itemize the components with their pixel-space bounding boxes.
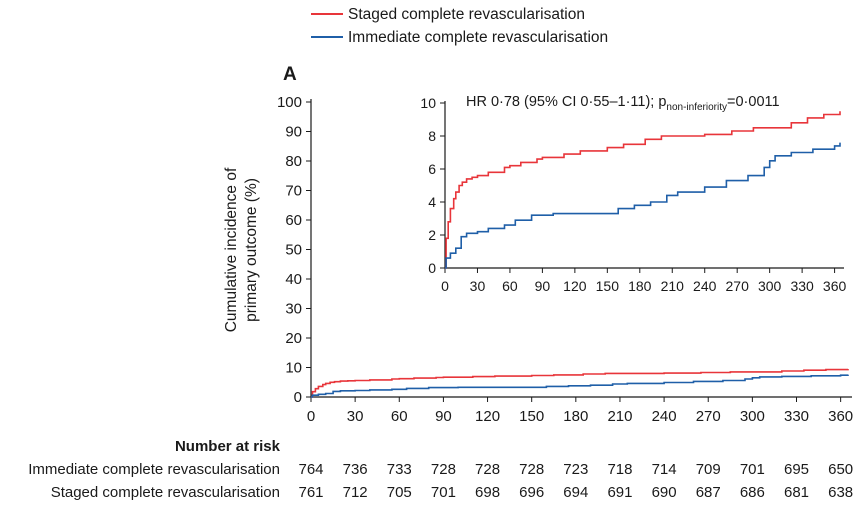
inset-x-tick-label: 330 — [790, 278, 814, 294]
inset-x-tick-label: 90 — [535, 278, 551, 294]
risk-cell: 681 — [784, 484, 809, 501]
inset-x-tick-label: 0 — [441, 278, 449, 294]
inset-background — [410, 88, 850, 298]
inset-x-tick-label: 150 — [596, 278, 620, 294]
legend-label-0: Staged complete revascularisation — [348, 6, 585, 23]
x-tick-label: 60 — [391, 408, 408, 425]
inset-y-tick-label: 10 — [420, 95, 436, 111]
y-tick-label: 0 — [294, 389, 302, 406]
inset-series-line-1 — [445, 142, 841, 269]
x-tick-label: 150 — [519, 408, 544, 425]
inset-annotation: HR 0·78 (95% CI 0·55–1·11); pnon-inferio… — [466, 94, 780, 113]
y-tick-label: 20 — [285, 330, 302, 347]
risk-cell: 686 — [740, 484, 765, 501]
y-axis-label-line: primary outcome (%) — [243, 178, 260, 322]
risk-cell: 701 — [431, 484, 456, 501]
y-tick-label: 60 — [285, 212, 302, 229]
risk-cell: 728 — [431, 461, 456, 478]
inset-x-tick-label: 360 — [823, 278, 847, 294]
risk-cell: 694 — [563, 484, 588, 501]
risk-cell: 728 — [475, 461, 500, 478]
inset-x-tick-label: 300 — [758, 278, 782, 294]
risk-table-title: Number at risk — [175, 438, 281, 455]
x-tick-label: 270 — [696, 408, 721, 425]
annotation-tail: =0·0011 — [727, 94, 780, 110]
risk-cell: 698 — [475, 484, 500, 501]
y-tick-label: 50 — [285, 242, 302, 259]
risk-cell: 718 — [607, 461, 632, 478]
y-tick-label: 70 — [285, 183, 302, 200]
y-tick-label: 30 — [285, 301, 302, 318]
inset-x-tick-label: 30 — [470, 278, 486, 294]
risk-cell: 701 — [740, 461, 765, 478]
legend: Staged complete revascularisation Immedia… — [311, 6, 608, 46]
risk-cell: 638 — [828, 484, 853, 501]
legend-label-1: Immediate complete revascularisation — [348, 29, 608, 46]
x-tick-label: 240 — [652, 408, 677, 425]
risk-cell: 761 — [298, 484, 323, 501]
inset-x-tick-label: 270 — [726, 278, 750, 294]
risk-cell: 723 — [563, 461, 588, 478]
risk-cell: 714 — [652, 461, 677, 478]
risk-cell: 728 — [519, 461, 544, 478]
risk-cell: 712 — [343, 484, 368, 501]
y-tick-label: 100 — [277, 94, 302, 111]
main-series-line-0 — [311, 368, 849, 398]
risk-cell: 709 — [696, 461, 721, 478]
inset-series-line-0 — [445, 111, 841, 269]
inset-x-tick-label: 180 — [628, 278, 652, 294]
risk-cell: 650 — [828, 461, 853, 478]
x-tick-label: 330 — [784, 408, 809, 425]
risk-cell: 705 — [387, 484, 412, 501]
risk-cell: 695 — [784, 461, 809, 478]
annotation-main: HR 0·78 (95% CI 0·55–1·11); p — [466, 94, 666, 110]
y-tick-label: 10 — [285, 360, 302, 377]
risk-row-label: Immediate complete revascularisation — [28, 461, 280, 478]
x-tick-label: 300 — [740, 408, 765, 425]
inset-x-tick-label: 240 — [693, 278, 717, 294]
x-tick-label: 210 — [607, 408, 632, 425]
inset-x-tick-label: 60 — [502, 278, 518, 294]
main-series-line-1 — [311, 374, 849, 398]
risk-cell: 690 — [652, 484, 677, 501]
inset-y-tick-label: 6 — [428, 161, 436, 177]
y-tick-label: 90 — [285, 124, 302, 141]
risk-cell: 687 — [696, 484, 721, 501]
inset-y-tick-label: 2 — [428, 227, 436, 243]
y-axis-label: Cumulative incidence of primary outcome (… — [223, 167, 260, 332]
risk-cell: 736 — [343, 461, 368, 478]
x-tick-label: 120 — [475, 408, 500, 425]
risk-table: Number at risk Immediate complete revascu… — [28, 438, 853, 501]
risk-cell: 764 — [298, 461, 323, 478]
inset-plot: 0 2 4 6 8 10 0 30 60 90 120 150 180 210 240 270 300 330 36… — [410, 88, 850, 298]
inset-y-tick-label: 8 — [428, 128, 436, 144]
x-tick-label: 90 — [435, 408, 452, 425]
annotation-subscript: non-inferiority — [666, 102, 727, 113]
x-tick-label: 360 — [828, 408, 853, 425]
x-tick-label: 30 — [347, 408, 364, 425]
panel-label: A — [283, 64, 297, 85]
risk-cell: 733 — [387, 461, 412, 478]
inset-y-tick-label: 0 — [428, 260, 436, 276]
risk-cell: 691 — [607, 484, 632, 501]
x-tick-label: 180 — [563, 408, 588, 425]
y-tick-label: 40 — [285, 271, 302, 288]
inset-x-tick-label: 120 — [563, 278, 587, 294]
x-tick-label: 0 — [307, 408, 315, 425]
risk-row-label: Staged complete revascularisation — [51, 484, 280, 501]
risk-cell: 696 — [519, 484, 544, 501]
inset-y-tick-label: 4 — [428, 194, 436, 210]
inset-x-tick-label: 210 — [661, 278, 685, 294]
y-tick-label: 80 — [285, 153, 302, 170]
y-axis-label-line: Cumulative incidence of — [223, 167, 240, 332]
